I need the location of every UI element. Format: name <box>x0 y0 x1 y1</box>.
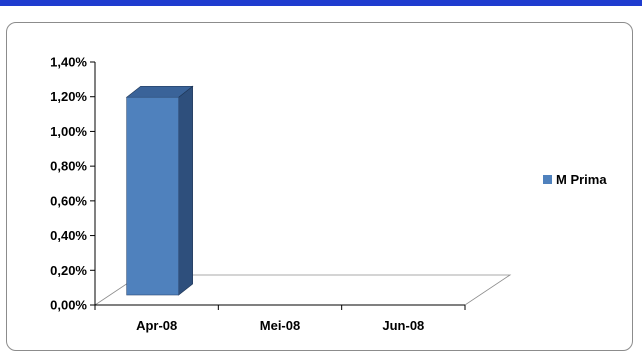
y-tick-label: 0,00% <box>50 298 87 313</box>
y-tick-label: 0,40% <box>50 228 87 243</box>
x-tick-label: Apr-08 <box>136 318 177 333</box>
legend-swatch <box>543 175 552 184</box>
legend-label: M Prima <box>556 172 607 187</box>
y-tick-label: 1,40% <box>50 55 87 70</box>
bar-side-face <box>179 86 193 295</box>
y-tick-label: 1,00% <box>50 124 87 139</box>
bar-Apr-08 <box>127 86 193 295</box>
x-tick-label: Mei-08 <box>260 318 300 333</box>
y-tick-label: 1,20% <box>50 89 87 104</box>
y-tick-label: 0,60% <box>50 193 87 208</box>
y-tick-label: 0,20% <box>50 263 87 278</box>
bar-front-face <box>127 97 179 295</box>
x-tick-label: Jun-08 <box>382 318 424 333</box>
y-tick-label: 0,80% <box>50 159 87 174</box>
